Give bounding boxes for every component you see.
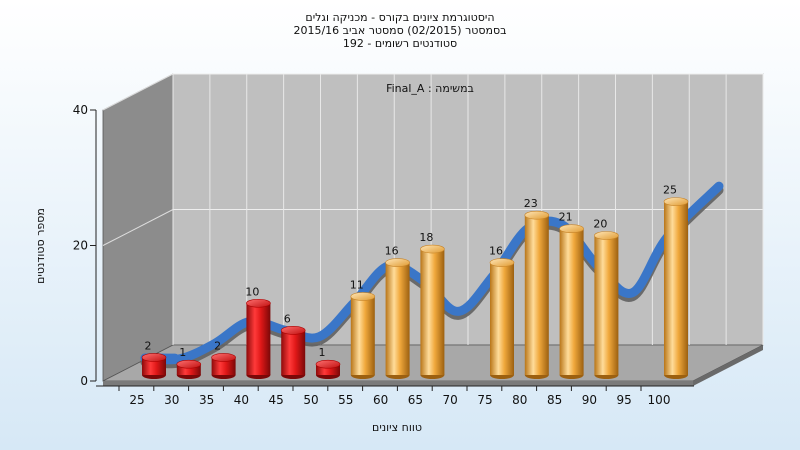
y-tick-label: 40: [73, 103, 88, 117]
bar-50: [315, 359, 341, 379]
data-label: 11: [350, 278, 364, 291]
x-tick-label: 50: [303, 393, 318, 407]
chart-title-line-1: היסטוגרמת ציונים בקורס - מכניקה וגלים: [305, 11, 495, 24]
bar-cap: [524, 210, 550, 220]
data-label: 2: [145, 339, 152, 352]
x-tick-label: 65: [408, 393, 423, 407]
bar-cap: [420, 244, 445, 254]
bar-body: [559, 228, 584, 375]
x-tick-label: 85: [547, 393, 562, 407]
bar-cap: [280, 326, 306, 335]
bar-body: [211, 357, 236, 375]
bar-body: [524, 215, 549, 375]
x-tick-label: 80: [512, 393, 527, 407]
data-label: 23: [524, 197, 538, 210]
y-axis-label: מספר סטודנטים: [34, 208, 47, 284]
x-tick-label: 45: [269, 393, 284, 407]
bar-body: [281, 330, 306, 375]
bar-25: [141, 353, 167, 379]
data-label: 1: [179, 346, 186, 359]
bar-45: [280, 326, 306, 379]
bar-85: [559, 224, 584, 379]
x-tick-label: 30: [164, 393, 179, 407]
data-label: 2: [214, 339, 221, 352]
bar-90: [594, 231, 619, 379]
bar-body: [246, 303, 271, 375]
bar-cap: [663, 197, 689, 206]
x-tick-label: 40: [234, 393, 249, 407]
bar-body: [385, 262, 410, 375]
bar-body: [420, 249, 445, 375]
x-tick-label: 35: [199, 393, 214, 407]
data-label: 25: [663, 184, 677, 197]
bar-cap: [141, 353, 167, 362]
y-tick-label: 20: [73, 239, 88, 253]
bar-30: [176, 359, 202, 379]
x-tick-label: 60: [373, 393, 388, 407]
bar-body: [316, 364, 340, 375]
bar-cap: [350, 292, 376, 301]
bar-65: [420, 244, 445, 379]
grid-line-side: [102, 73, 174, 111]
bar-body: [176, 364, 201, 375]
floor-side-edge: [693, 345, 763, 386]
data-label: 16: [385, 245, 399, 258]
bar-75: [489, 258, 515, 379]
data-label: 10: [245, 285, 259, 298]
data-label: 16: [489, 245, 503, 258]
bar-40: [246, 298, 271, 379]
bar-cap: [176, 359, 202, 369]
bar-body: [142, 357, 166, 375]
bar-35: [211, 353, 236, 379]
bar-body: [350, 296, 375, 375]
x-tick-label: 95: [617, 393, 632, 407]
x-tick-label: 55: [338, 393, 353, 407]
bar-cap: [594, 231, 619, 240]
floor-edge: [103, 381, 693, 386]
data-label: 21: [559, 211, 573, 224]
bar-body: [664, 201, 688, 375]
chart-title-line-3: סטודנטים רשומים - 192: [342, 37, 458, 50]
series-label: במשימה : Final_A: [386, 82, 474, 95]
bar-100: [663, 197, 689, 379]
x-tick-label: 75: [477, 393, 492, 407]
chart-title: היסטוגרמת ציונים בקורס - מכניקה וגלים בס…: [0, 11, 800, 50]
x-tick-label: 100: [648, 393, 671, 407]
data-label: 1: [319, 346, 326, 359]
bar-body: [490, 262, 514, 375]
bar-cap: [385, 258, 410, 267]
bar-cap: [489, 258, 515, 267]
bar-body: [594, 235, 619, 375]
x-tick-label: 25: [129, 393, 144, 407]
bar-60: [385, 258, 410, 379]
grid-line-side: [102, 209, 174, 246]
x-tick-label: 90: [582, 393, 597, 407]
x-axis-label: טווח ציונים: [372, 421, 422, 434]
data-label: 18: [419, 231, 433, 244]
chart-title-line-2: בסמסטר (02/2015) סמסטר אביב 2015/16: [293, 24, 507, 37]
bar-cap: [315, 359, 341, 369]
y-tick-label: 0: [80, 374, 88, 388]
bar-80: [524, 210, 550, 379]
data-label: 20: [593, 218, 607, 231]
data-label: 6: [284, 312, 291, 325]
x-tick-label: 70: [443, 393, 458, 407]
bar-cap: [246, 298, 271, 308]
bar-cap: [211, 353, 236, 362]
bar-55: [350, 292, 376, 379]
bar-cap: [559, 224, 584, 234]
